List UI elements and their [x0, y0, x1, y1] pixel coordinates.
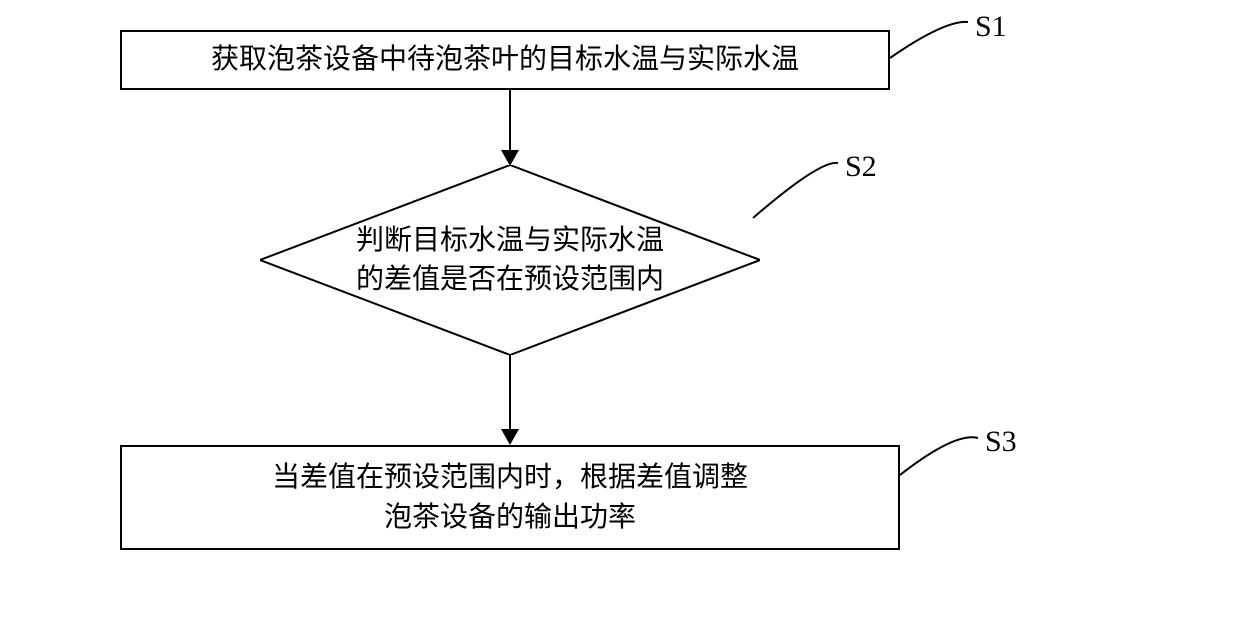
node-s3-text-line2: 泡茶设备的输出功率 [272, 498, 748, 537]
node-s3-text: 当差值在预设范围内时，根据差值调整 泡茶设备的输出功率 [272, 458, 748, 536]
label-s1: S1 [975, 10, 1007, 44]
node-s1: 获取泡茶设备中待泡茶叶的目标水温与实际水温 [120, 30, 890, 90]
node-s2-text: 判断目标水温与实际水温 的差值是否在预设范围内 [356, 221, 664, 299]
label-s2: S2 [845, 150, 877, 184]
node-s3-text-line1: 当差值在预设范围内时，根据差值调整 [272, 458, 748, 497]
label-s3: S3 [985, 425, 1017, 459]
flowchart-canvas: 获取泡茶设备中待泡茶叶的目标水温与实际水温 判断目标水温与实际水温 的差值是否在… [0, 0, 1240, 630]
node-s2-text-line2: 的差值是否在预设范围内 [356, 260, 664, 299]
node-s3: 当差值在预设范围内时，根据差值调整 泡茶设备的输出功率 [120, 445, 900, 550]
node-s2: 判断目标水温与实际水温 的差值是否在预设范围内 [260, 165, 760, 355]
node-s1-text: 获取泡茶设备中待泡茶叶的目标水温与实际水温 [211, 40, 799, 79]
arrow-s1-s2 [490, 90, 530, 166]
arrow-s2-s3 [490, 355, 530, 445]
node-s2-text-line1: 判断目标水温与实际水温 [356, 221, 664, 260]
